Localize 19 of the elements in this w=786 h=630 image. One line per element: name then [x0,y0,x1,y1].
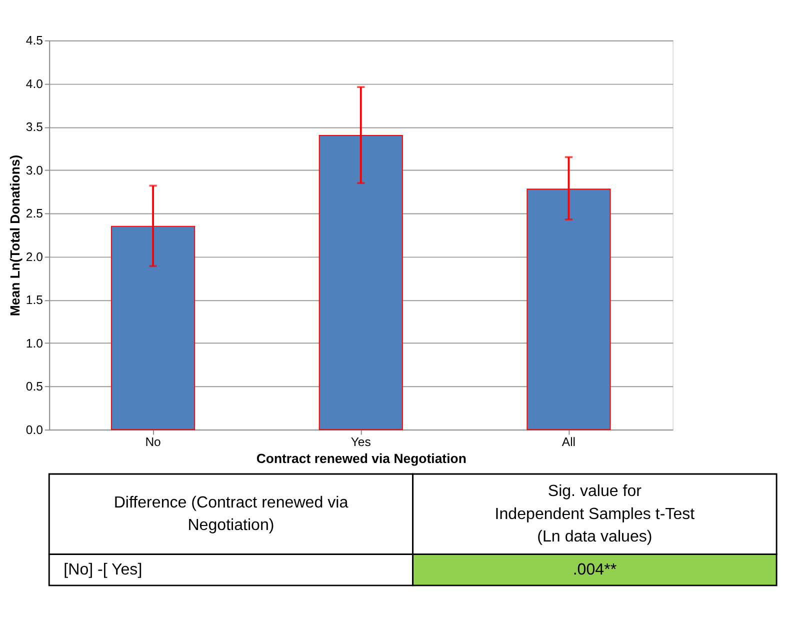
text: Sig. value for Independent Samples t-Test (Ln data values) [494,482,696,546]
y-tick-label: 2.0 [26,250,44,264]
y-tick-label: 1.0 [26,336,44,350]
y-tick-label: 3.5 [26,120,44,134]
y-axis-title: Mean Ln(Total Donations) [7,154,22,316]
y-tick-label: 2.5 [26,206,44,221]
y-tick-label: 4.0 [26,76,44,91]
y-tick-label: 1.5 [26,293,44,308]
y-tick-label: 0.5 [26,380,44,394]
y-tick-label: 0.0 [26,422,44,437]
y-tick-label: 4.5 [26,34,44,48]
x-tick-label: Yes [350,435,371,450]
text: .004** [572,560,617,579]
x-tick-label: All [562,435,576,450]
x-tick-label: No [145,435,162,450]
y-tick-label: 3.0 [26,163,44,178]
text: Difference (Contract renewed via Negotiation) [114,494,348,534]
text: [No] -[ Yes] [64,560,142,579]
x-axis-title: Contract renewed via Negotiation [256,451,466,466]
